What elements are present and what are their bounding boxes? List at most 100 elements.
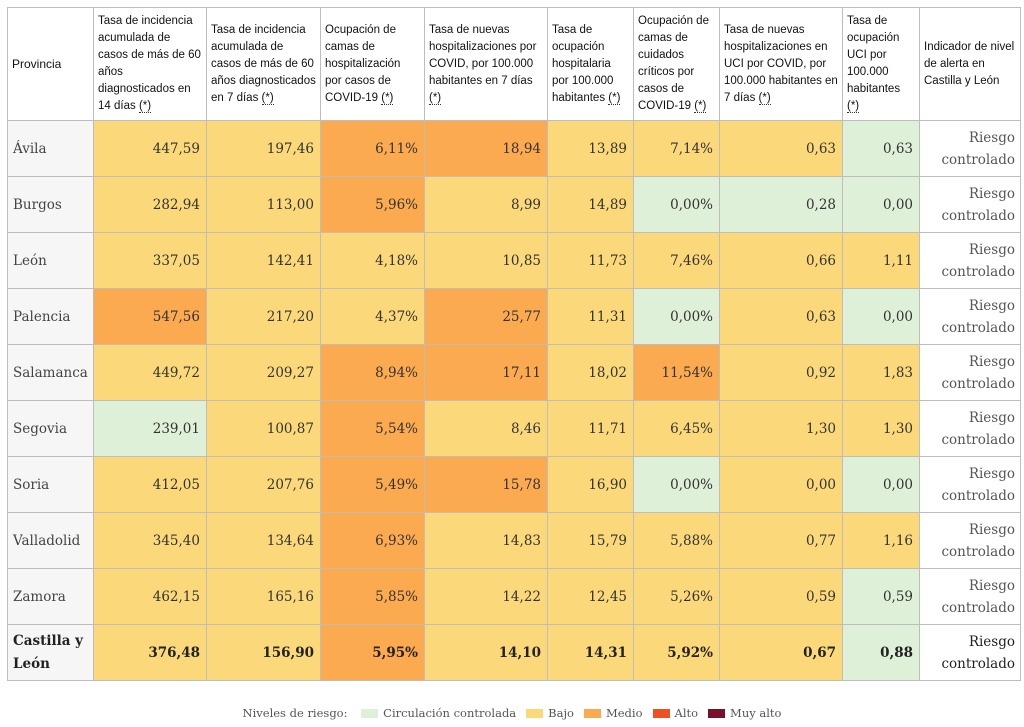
value-cell: 5,95% (320, 624, 425, 681)
value-cell: 15,78 (424, 456, 548, 513)
info-note-link[interactable]: (*) (138, 100, 152, 113)
value-cell: 0,63 (719, 288, 843, 345)
value-cell: 5,96% (320, 176, 425, 233)
legend-label: Niveles de riesgo: (242, 706, 348, 720)
legend-items: Circulación controlada Bajo Medio Alto Muy a… (351, 706, 781, 720)
value-cell: 14,89 (547, 176, 634, 233)
province-name: Palencia (7, 288, 94, 345)
alert-level-cell: Riesgo controlado (919, 512, 1021, 569)
risk-table-container: Provincia Tasa de incidencia acumulada d… (7, 7, 1021, 681)
value-cell: 1,11 (842, 232, 920, 289)
table-row: Palencia 547,56 217,20 4,37% 25,77 11,31 0,00%… (7, 288, 1021, 345)
header-ocupacion-hospitalaria: Tasa de ocupación hospitalaria por 100.0… (547, 7, 634, 121)
value-cell: 14,83 (424, 512, 548, 569)
legend-swatch (583, 708, 601, 718)
header-nuevas-hospitalizaciones: Tasa de nuevas hospitalizaciones por COV… (424, 7, 548, 121)
alert-level-cell: Riesgo controlado (919, 344, 1021, 401)
value-cell: 0,00 (719, 456, 843, 513)
risk-legend: Niveles de riesgo: Circulación controlad… (0, 706, 1024, 720)
alert-level-cell: Riesgo controlado (919, 568, 1021, 625)
table-row: Segovia 239,01 100,87 5,54% 8,46 11,71 6,45% 1,… (7, 400, 1021, 457)
value-cell: 0,92 (719, 344, 843, 401)
value-cell: 4,18% (320, 232, 425, 289)
risk-table: Provincia Tasa de incidencia acumulada d… (7, 7, 1021, 681)
value-cell: 1,30 (842, 400, 920, 457)
info-note-link[interactable]: (*) (694, 100, 707, 113)
table-row: Zamora 462,15 165,16 5,85% 14,22 12,45 5,26% 0,… (7, 568, 1021, 625)
value-cell: 282,94 (93, 176, 207, 233)
info-note-link[interactable]: (*) (429, 91, 442, 105)
info-note-link[interactable]: (*) (758, 91, 771, 105)
alert-level-cell: Riesgo controlado (919, 232, 1021, 289)
province-name: Soria (7, 456, 94, 513)
value-cell: 113,00 (206, 176, 321, 233)
value-cell: 376,48 (93, 624, 207, 681)
value-cell: 156,90 (206, 624, 321, 681)
header-incidencia-7d: Tasa de incidencia acumulada de casos de… (206, 7, 321, 121)
info-note-link[interactable]: (*) (847, 100, 860, 113)
value-cell: 100,87 (206, 400, 321, 457)
table-row: Burgos 282,94 113,00 5,96% 8,99 14,89 0,00% 0,2… (7, 176, 1021, 233)
value-cell: 25,77 (424, 288, 548, 345)
value-cell: 0,66 (719, 232, 843, 289)
value-cell: 8,46 (424, 400, 548, 457)
legend-swatch (526, 708, 544, 718)
alert-level-cell: Riesgo controlado (919, 456, 1021, 513)
value-cell: 6,45% (633, 400, 720, 457)
value-cell: 11,71 (547, 400, 634, 457)
value-cell: 0,00% (633, 176, 720, 233)
value-cell: 462,15 (93, 568, 207, 625)
alert-level-cell: Riesgo controlado (919, 288, 1021, 345)
value-cell: 13,89 (547, 120, 634, 177)
province-name: Valladolid (7, 512, 94, 569)
value-cell: 207,76 (206, 456, 321, 513)
value-cell: 0,00% (633, 288, 720, 345)
header-ocupacion-criticos: Ocupación de camas de cuidados críticos … (633, 7, 720, 121)
province-name: Salamanca (7, 344, 94, 401)
table-body: Ávila 447,59 197,46 6,11% 18,94 13,89 7,14% 0,6… (7, 120, 1021, 681)
legend-item: Circulación controlada (361, 706, 516, 720)
value-cell: 18,94 (424, 120, 548, 177)
value-cell: 10,85 (424, 232, 548, 289)
legend-item: Alto (652, 706, 698, 720)
value-cell: 0,00% (633, 456, 720, 513)
value-cell: 6,11% (320, 120, 425, 177)
value-cell: 5,92% (633, 624, 720, 681)
alert-level-cell: Riesgo controlado (919, 624, 1021, 681)
header-nuevas-uci: Tasa de nuevas hospitalizaciones en UCI … (719, 7, 843, 121)
value-cell: 4,37% (320, 288, 425, 345)
value-cell: 0,00 (842, 288, 920, 345)
value-cell: 18,02 (547, 344, 634, 401)
alert-level-cell: Riesgo controlado (919, 400, 1021, 457)
value-cell: 165,16 (206, 568, 321, 625)
value-cell: 8,94% (320, 344, 425, 401)
value-cell: 0,63 (842, 120, 920, 177)
value-cell: 16,90 (547, 456, 634, 513)
legend-swatch (652, 708, 670, 718)
value-cell: 11,54% (633, 344, 720, 401)
value-cell: 0,63 (719, 120, 843, 177)
value-cell: 337,05 (93, 232, 207, 289)
province-name: Burgos (7, 176, 94, 233)
value-cell: 8,99 (424, 176, 548, 233)
province-name: León (7, 232, 94, 289)
value-cell: 7,14% (633, 120, 720, 177)
info-note-link[interactable]: (*) (381, 91, 394, 105)
header-ocupacion-camas: Ocupación de camas de hospitalización po… (320, 7, 425, 121)
value-cell: 0,59 (719, 568, 843, 625)
value-cell: 7,46% (633, 232, 720, 289)
province-name: Zamora (7, 568, 94, 625)
info-note-link[interactable]: (*) (608, 91, 621, 105)
legend-item-label: Muy alto (730, 706, 782, 720)
province-name: Castilla y León (7, 624, 94, 681)
value-cell: 209,27 (206, 344, 321, 401)
value-cell: 14,10 (424, 624, 548, 681)
legend-swatch (361, 708, 379, 718)
table-row: Ávila 447,59 197,46 6,11% 18,94 13,89 7,14% 0,6… (7, 120, 1021, 177)
info-note-link[interactable]: (*) (261, 91, 274, 105)
value-cell: 0,28 (719, 176, 843, 233)
value-cell: 134,64 (206, 512, 321, 569)
value-cell: 5,85% (320, 568, 425, 625)
legend-item: Bajo (526, 706, 574, 720)
value-cell: 345,40 (93, 512, 207, 569)
